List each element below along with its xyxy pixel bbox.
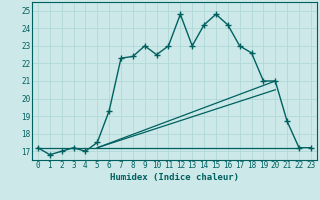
X-axis label: Humidex (Indice chaleur): Humidex (Indice chaleur) xyxy=(110,173,239,182)
